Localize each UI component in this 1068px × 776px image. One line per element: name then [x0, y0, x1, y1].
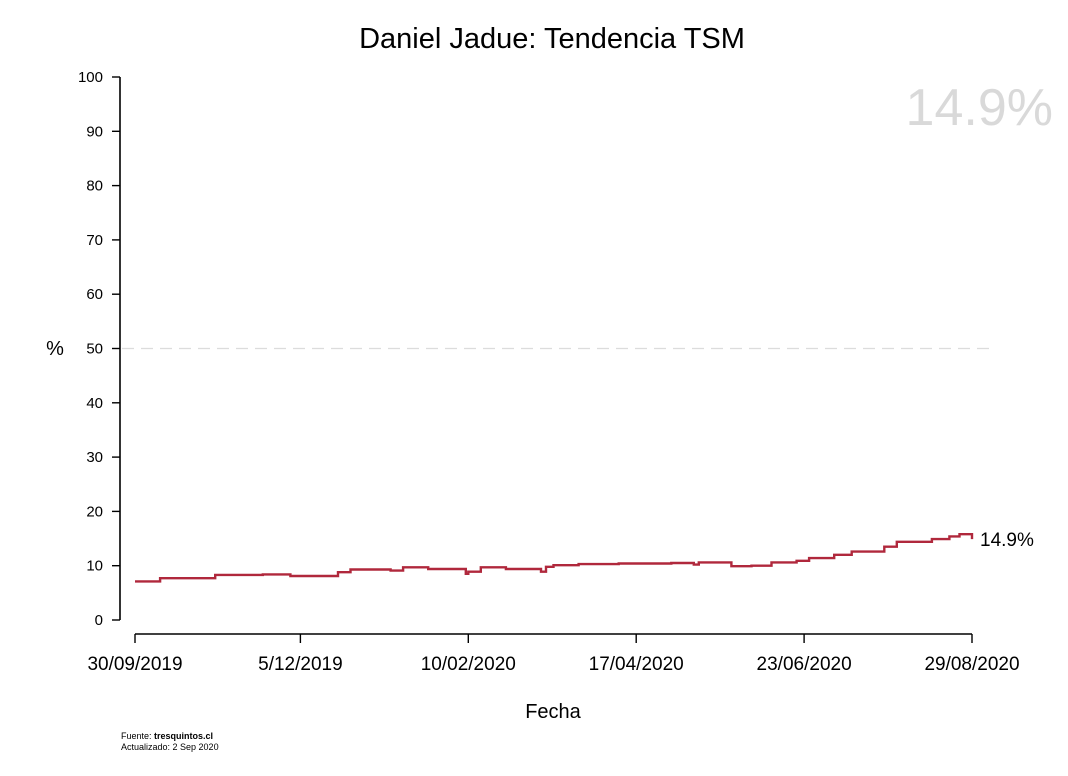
y-tick-label: 100 [78, 69, 103, 86]
series-line [135, 533, 974, 583]
x-tick-label: 29/08/2020 [924, 654, 1019, 675]
footer: Fuente: tresquintos.cl Actualizado: 2 Se… [121, 731, 219, 753]
end-value-label: 14.9% [980, 530, 1034, 551]
x-axis-label: Fecha [525, 701, 581, 723]
y-tick-label: 20 [86, 503, 103, 520]
x-tick-label: 5/12/2019 [258, 654, 343, 675]
x-tick-label: 23/06/2020 [757, 654, 852, 675]
x-tick-label: 10/02/2020 [421, 654, 516, 675]
chart-title: Daniel Jadue: Tendencia TSM [359, 23, 745, 55]
y-tick-label: 40 [86, 395, 103, 412]
updated-line: Actualizado: 2 Sep 2020 [121, 742, 219, 752]
y-tick-label: 90 [86, 123, 103, 140]
source-line: Fuente: tresquintos.cl [121, 731, 219, 742]
source-name: tresquintos.cl [154, 731, 214, 741]
y-tick-label: 80 [86, 178, 103, 195]
y-tick-label: 0 [95, 612, 103, 629]
x-tick-label: 30/09/2019 [87, 654, 182, 675]
y-tick-label: 30 [86, 449, 103, 466]
y-tick-label: 70 [86, 232, 103, 249]
y-tick-label: 10 [86, 558, 103, 575]
y-ticks: 0 10 20 30 40 50 60 70 80 90 100 [78, 69, 120, 629]
y-tick-label: 60 [86, 286, 103, 303]
y-axis-label: % [46, 338, 64, 360]
latest-value-watermark: 14.9% [906, 79, 1053, 137]
x-tick-label: 17/04/2020 [589, 654, 684, 675]
source-prefix: Fuente: [121, 731, 155, 741]
x-ticks: 30/09/2019 5/12/2019 10/02/2020 17/04/2020 2… [87, 634, 1020, 675]
y-tick-label: 50 [86, 341, 103, 358]
